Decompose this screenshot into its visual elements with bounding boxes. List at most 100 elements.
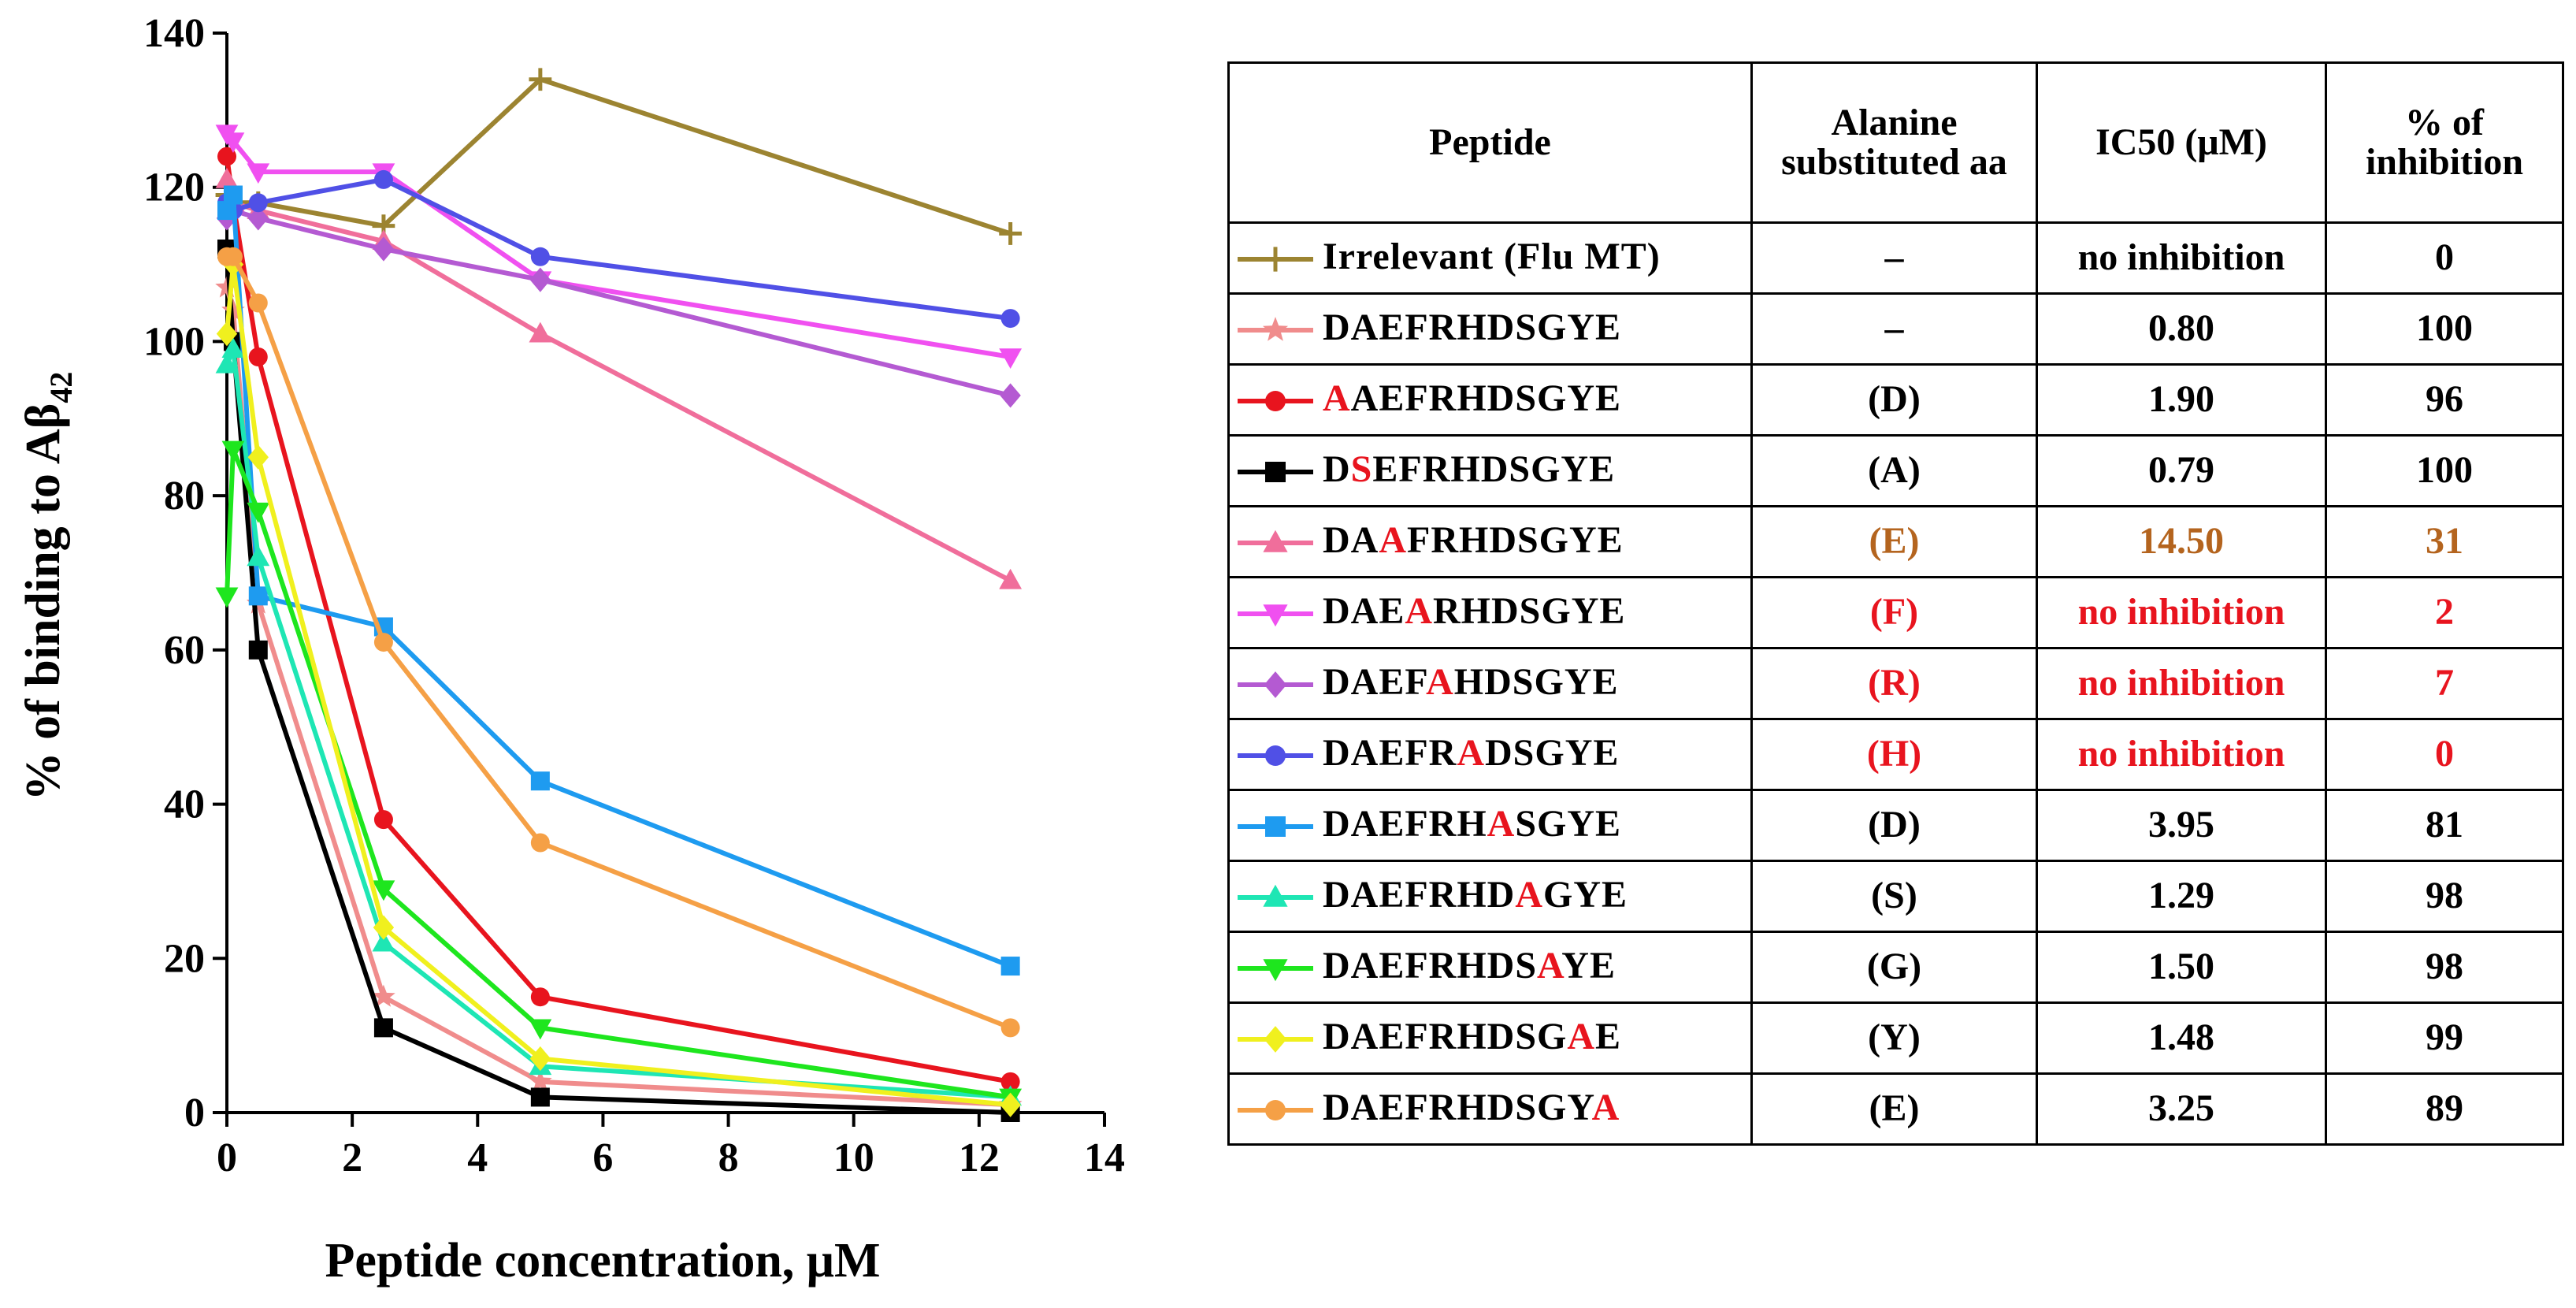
peptide-pre: DAE <box>1323 589 1405 632</box>
y-tick-label: 80 <box>164 474 205 518</box>
substituted-aa-cell: (Y) <box>1750 1001 2038 1075</box>
legend-marker <box>1265 816 1286 838</box>
peptide-table: Peptide Alanine substituted aa IC50 (μM)… <box>1227 61 2564 1146</box>
table-row: DAEFAHDSGYE (R) no inhibition 7 <box>1227 647 2564 720</box>
data-point <box>529 68 552 91</box>
peptide-cell: DAEFRHDSGYA <box>1227 1072 1753 1146</box>
y-tick-label: 60 <box>164 628 205 673</box>
peptide-sequence: DSEFRHDSGYE <box>1323 448 1615 490</box>
peptide-pre: DAEFRHDS <box>1323 944 1538 987</box>
series-daefrhdagye <box>215 337 1023 1106</box>
y-axis-title: % of binding to Aβ42 <box>17 372 79 801</box>
peptide-sub: A <box>1379 518 1407 561</box>
data-point <box>529 321 552 343</box>
peptide-sub: A <box>1457 731 1485 774</box>
y-tick-label: 120 <box>143 165 205 210</box>
table-row: DAAFRHDSGYE (E) 14.50 31 <box>1227 505 2564 578</box>
legend-marker <box>1262 317 1289 342</box>
substituted-aa-cell: (E) <box>1750 505 2038 578</box>
legend-swatch <box>1238 391 1313 412</box>
peptide-cell: DAEARHDSGYE <box>1227 576 1753 649</box>
data-point <box>373 810 393 830</box>
peptide-cell: DAEFRADSGYE <box>1227 718 1753 791</box>
data-point <box>248 640 268 660</box>
header-peptide: Peptide <box>1227 61 1753 224</box>
peptide-sequence: DAEFRHDSGYE <box>1323 307 1621 348</box>
inhibition-cell: 0 <box>2325 221 2564 295</box>
peptide-pre: DAEFRHDSG <box>1323 1015 1568 1057</box>
series-irrelevant-flu-mt <box>215 68 1023 245</box>
peptide-pre: DAEFRHDSGY <box>1323 1086 1592 1128</box>
legend-marker <box>1265 1100 1286 1121</box>
x-tick-label: 8 <box>718 1135 739 1180</box>
peptide-cell: DAEFRHASGYE <box>1227 789 1753 862</box>
inhibition-cell: 2 <box>2325 576 2564 649</box>
x-tick-label: 10 <box>833 1135 874 1180</box>
legend-swatch <box>1238 462 1313 483</box>
table-row: Irrelevant (Flu MT) – no inhibition 0 <box>1227 221 2564 295</box>
inhibition-cell: 7 <box>2325 647 2564 720</box>
ic50-cell: 3.95 <box>2036 789 2327 862</box>
peptide-pre: DAEFRH <box>1323 802 1487 845</box>
data-point <box>216 321 238 347</box>
peptide-sequence: DAEFRHASGYE <box>1323 803 1621 845</box>
y-axis-title-text: % of binding to Aβ <box>17 403 70 801</box>
data-point <box>373 1018 393 1038</box>
data-point <box>373 169 393 189</box>
data-point <box>529 1019 552 1040</box>
table-row: DSEFRHDSGYE (A) 0.79 100 <box>1227 434 2564 507</box>
table-row: AAEFRHDSGYE (D) 1.90 96 <box>1227 363 2564 437</box>
data-point <box>1000 957 1020 976</box>
data-point <box>223 247 243 266</box>
table-row: DAEFRHDSGYE –0.80 100 <box>1227 292 2564 366</box>
peptide-sequence: DAEFRHDSAYE <box>1323 945 1616 987</box>
inhibition-cell: 100 <box>2325 292 2564 366</box>
y-tick-label: 40 <box>164 782 205 827</box>
peptide-cell: Irrelevant (Flu MT) <box>1227 221 1753 295</box>
x-tick-label: 2 <box>342 1135 362 1180</box>
legend-marker <box>1265 462 1286 483</box>
series-line <box>225 76 1011 236</box>
data-point <box>1000 1072 1020 1091</box>
legend-swatch <box>1238 745 1313 767</box>
peptide-cell: AAEFRHDSGYE <box>1227 363 1753 437</box>
ic50-cell: no inhibition <box>2036 647 2327 720</box>
header-ic50: IC50 (μM) <box>2036 61 2327 224</box>
series-line <box>225 262 1011 1108</box>
series-dsefrhdsgye <box>217 240 1020 1122</box>
peptide-pre: DAEFRHD <box>1323 873 1516 916</box>
substituted-aa-cell: (H) <box>1750 718 2038 791</box>
ic50-cell: 1.50 <box>2036 931 2327 1004</box>
chart-axes: 0 20 40 60 80 100 120 140 0 2 4 6 8 10 12 14 <box>143 11 1125 1180</box>
peptide-sub: A <box>1487 802 1516 845</box>
data-point <box>215 275 239 298</box>
table-row: DAEFRHDSAYE (G) 1.50 98 <box>1227 931 2564 1004</box>
data-point <box>221 132 245 153</box>
substituted-aa-cell: (S) <box>1750 860 2038 933</box>
data-point <box>217 201 236 221</box>
peptide-sequence: DAEFRHDSGYA <box>1323 1087 1620 1128</box>
peptide-cell: DAAFRHDSGYE <box>1227 505 1753 578</box>
data-point <box>530 771 550 791</box>
data-point <box>1000 1092 1021 1117</box>
data-point <box>529 267 551 292</box>
legend-marker <box>1264 1026 1287 1053</box>
binding-chart: 0 20 40 60 80 100 120 140 0 2 4 6 8 10 12 14 Peptide co… <box>17 11 1125 1288</box>
data-point <box>247 545 270 567</box>
ic50-cell: 3.25 <box>2036 1072 2327 1146</box>
data-point <box>223 185 243 205</box>
peptide-post: FRHDSGYE <box>1407 518 1624 561</box>
x-tick-label: 4 <box>467 1135 488 1180</box>
series-daefrhdsgya <box>217 247 1020 1038</box>
peptide-post: SGYE <box>1515 802 1622 845</box>
legend-swatch <box>1238 959 1313 982</box>
peptide-sub: A <box>1537 944 1562 987</box>
ic50-cell: 0.80 <box>2036 292 2327 366</box>
y-tick-label: 140 <box>143 11 205 56</box>
legend-swatch <box>1238 816 1313 838</box>
peptide-sequence: DAEFRHDAGYE <box>1323 874 1628 916</box>
ic50-cell: no inhibition <box>2036 718 2327 791</box>
data-point <box>221 337 245 359</box>
inhibition-cell: 81 <box>2325 789 2564 862</box>
substituted-aa-cell: (F) <box>1750 576 2038 649</box>
